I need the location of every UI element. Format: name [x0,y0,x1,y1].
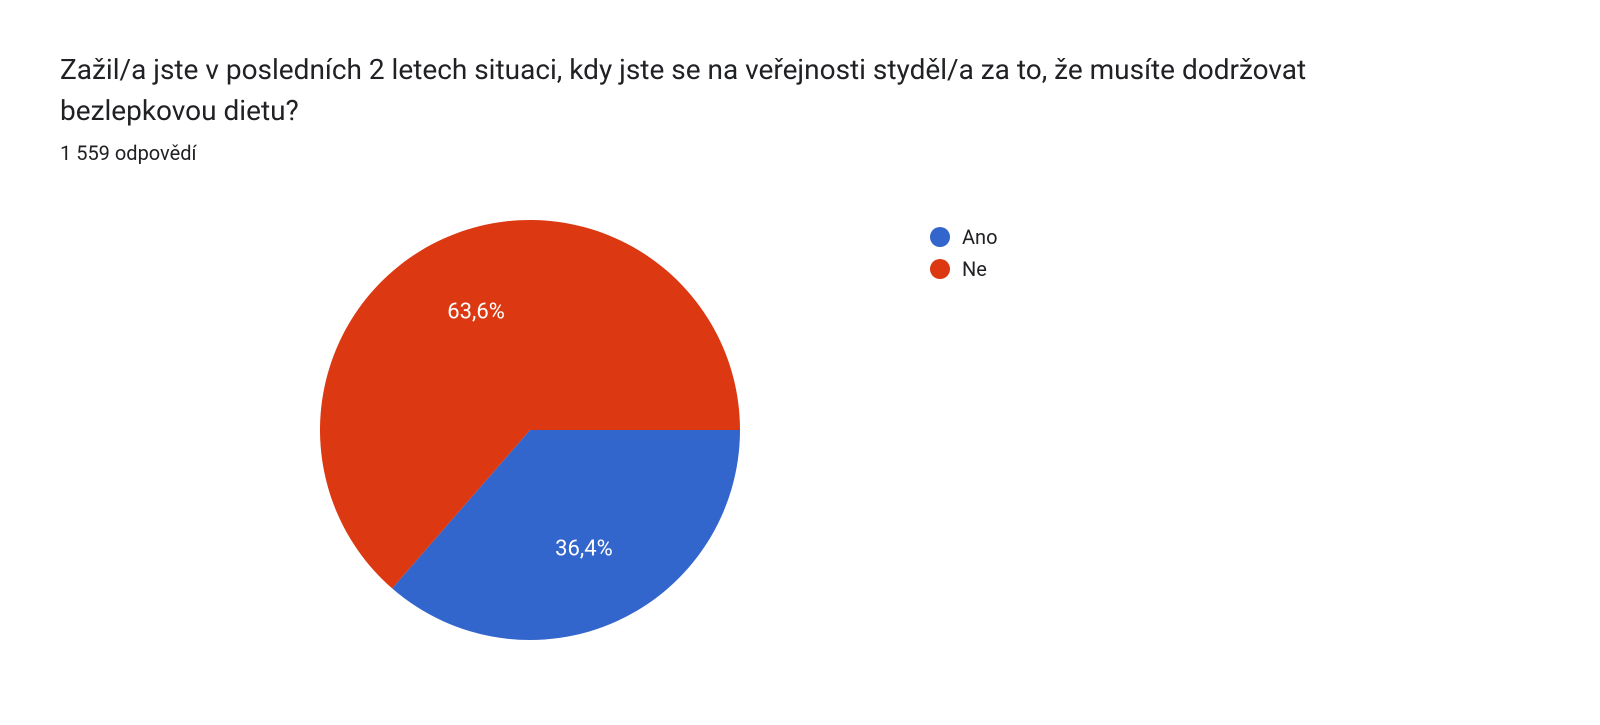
chart-area: 36,4% 63,6% Ano Ne [60,220,1540,640]
legend-label: Ano [962,225,998,249]
legend-item-ne: Ne [930,257,998,281]
chart-title: Zažil/a jste v posledních 2 letech situa… [60,50,1460,131]
slice-label-ano: 36,4% [555,536,613,561]
pie-svg [320,220,740,640]
slice-label-ne: 63,6% [447,299,505,324]
legend-label: Ne [962,257,987,281]
legend-item-ano: Ano [930,225,998,249]
response-count: 1 559 odpovědí [60,141,1540,165]
legend: Ano Ne [930,225,998,289]
legend-swatch [930,259,950,279]
pie-chart: 36,4% 63,6% [320,220,740,640]
legend-swatch [930,227,950,247]
